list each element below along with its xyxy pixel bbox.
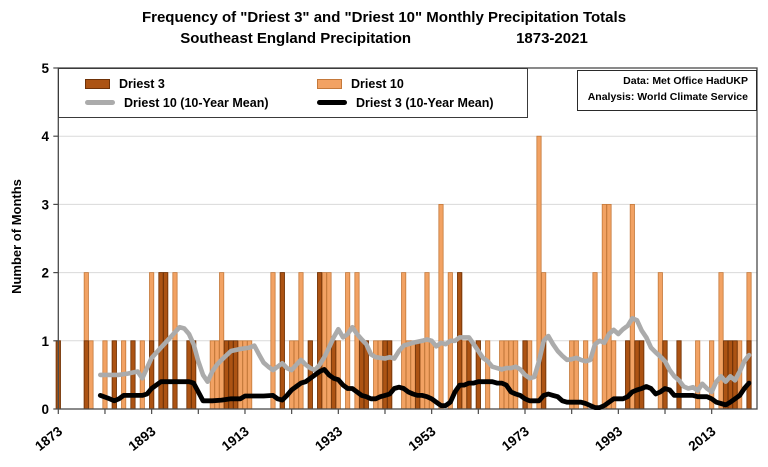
bar-driest10-2015	[718, 272, 724, 410]
bar-driest10-1984	[573, 340, 579, 410]
y-tick-label: 1	[41, 334, 49, 349]
bar-driest10-1996	[629, 203, 635, 410]
legend-item-driest10: Driest 10	[317, 74, 527, 93]
bar-driest10-1925	[298, 272, 304, 410]
bar-driest3-1961	[466, 340, 472, 410]
legend-label-driest3: Driest 3	[119, 76, 165, 91]
y-tick-label: 3	[41, 197, 49, 212]
bar-driest3-2016	[723, 340, 729, 410]
legend-item-driest3-mean: Driest 3 (10-Year Mean)	[317, 93, 527, 112]
driest3-mean-line-swatch	[317, 100, 347, 105]
driest3-bars	[55, 272, 752, 410]
bar-driest3-1901	[186, 340, 192, 410]
bar-driest3-1921	[279, 272, 285, 410]
bar-driest3-1929	[317, 272, 323, 410]
bar-driest10-1955	[438, 203, 444, 410]
y-tick-label: 5	[41, 61, 49, 76]
bar-driest3-2021	[746, 340, 752, 410]
chart-title: Frequency of "Driest 3" and "Driest 10" …	[141, 9, 627, 26]
bar-driest3-1943	[382, 340, 388, 410]
bar-driest3-1997	[634, 340, 640, 410]
bar-driest10-1930	[321, 272, 327, 410]
driest10-mean-line-swatch	[85, 100, 115, 105]
x-tick-label: 1933	[312, 423, 345, 454]
bar-driest10-1948	[405, 340, 411, 410]
bar-driest10-1960	[461, 340, 467, 410]
bar-driest10-1908	[219, 272, 225, 410]
x-tick-labels: 1873 1893 1913 1933 1953 1973 1993 2013	[32, 423, 719, 454]
bar-driest10-1968	[499, 340, 505, 410]
bar-driest3-1938	[359, 340, 365, 410]
y-tick-label: 0	[41, 402, 49, 417]
bar-driest10-1933	[335, 340, 341, 410]
bar-driest3-2006	[676, 340, 682, 410]
legend-item-driest10-mean: Driest 10 (10-Year Mean)	[85, 93, 317, 112]
x-tick-label: 1913	[219, 423, 252, 454]
driest3-mean-line	[97, 366, 752, 411]
bar-driest3-1898	[172, 340, 178, 410]
bar-driest10-1924	[293, 340, 299, 410]
bar-driest10-1990	[601, 203, 607, 410]
x-tick-label: 1893	[126, 423, 159, 454]
driest10-mean-line	[98, 315, 752, 395]
bar-driest10-1951	[419, 340, 425, 410]
y-tick-label: 4	[41, 129, 49, 144]
bar-driest10-1969	[503, 340, 509, 410]
bar-driest10-1965	[485, 340, 491, 410]
axis-ticks	[53, 67, 713, 414]
y-tick-label: 2	[41, 266, 49, 281]
legend-item-driest3: Driest 3	[85, 74, 317, 93]
bar-driest3-1998	[639, 340, 645, 410]
driest10-bar-swatch	[317, 78, 342, 89]
bar-driest3-1944	[387, 340, 393, 410]
x-tick-label: 1873	[32, 423, 65, 454]
bar-driest10-1986	[583, 340, 589, 410]
bar-driest3-2003	[662, 340, 668, 410]
chart-subtitle: Southeast England Precipitation 1873-202…	[0, 30, 768, 47]
bar-driest3-1895	[158, 272, 164, 410]
x-tick-label: 1993	[592, 423, 625, 454]
bar-driest10-1919	[270, 272, 276, 410]
y-tick-labels: 0 1 2 3 4 5	[41, 61, 49, 417]
chart-subtitle-period: 1873-2021	[516, 30, 588, 47]
legend-label-driest10: Driest 10	[351, 76, 404, 91]
bar-driest3-1879	[83, 340, 89, 410]
x-tick-label: 1973	[499, 423, 532, 454]
bar-driest10-1949	[410, 340, 416, 410]
bar-driest10-1983	[569, 340, 575, 410]
legend: Driest 3 Driest 10 Driest 10 (10-Year Me…	[58, 68, 528, 118]
data-source-line: Data: Met Office HadUKP	[623, 75, 748, 87]
x-tick-label: 1953	[406, 423, 439, 454]
data-source-note: Data: Met Office HadUKP Analysis: World …	[576, 70, 757, 111]
bar-driest3-1950	[415, 340, 421, 410]
analysis-source-line: Analysis: World Climate Service	[587, 90, 748, 103]
bar-driest10-1914	[247, 340, 253, 410]
x-tick-label: 2013	[686, 423, 719, 454]
legend-label-driest3-mean: Driest 3 (10-Year Mean)	[356, 95, 494, 110]
driest3-bar-swatch	[85, 78, 110, 89]
bar-driest3-1893	[149, 340, 155, 410]
bar-driest10-1991	[606, 203, 612, 410]
chart-subtitle-region: Southeast England Precipitation	[180, 30, 412, 47]
legend-label-driest10-mean: Driest 10 (10-Year Mean)	[124, 95, 269, 110]
bar-driest10-1970	[508, 340, 514, 410]
bar-driest10-1923	[289, 340, 295, 410]
bar-driest10-1971	[513, 340, 519, 410]
bar-driest10-1880	[88, 340, 94, 410]
